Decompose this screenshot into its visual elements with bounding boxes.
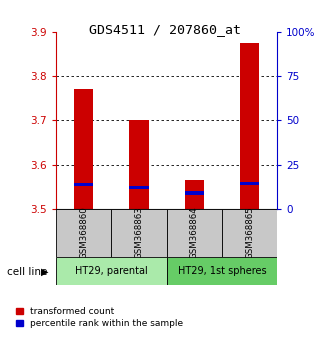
Bar bbox=[167, 209, 222, 257]
Bar bbox=[74, 183, 93, 186]
Bar bbox=[56, 209, 112, 257]
Bar bbox=[240, 182, 259, 185]
Text: GSM368863: GSM368863 bbox=[135, 206, 144, 259]
Text: GSM368865: GSM368865 bbox=[245, 206, 254, 259]
Bar bbox=[167, 257, 277, 285]
Bar bbox=[240, 43, 259, 209]
Text: ▶: ▶ bbox=[41, 267, 48, 277]
Bar bbox=[184, 191, 204, 195]
Text: HT29, 1st spheres: HT29, 1st spheres bbox=[178, 266, 266, 276]
Bar bbox=[129, 186, 149, 189]
Bar bbox=[129, 120, 149, 209]
Text: GDS4511 / 207860_at: GDS4511 / 207860_at bbox=[89, 23, 241, 36]
Bar bbox=[112, 209, 167, 257]
Bar bbox=[74, 89, 93, 209]
Bar bbox=[184, 180, 204, 209]
Bar bbox=[56, 257, 167, 285]
Legend: transformed count, percentile rank within the sample: transformed count, percentile rank withi… bbox=[14, 306, 185, 330]
Text: HT29, parental: HT29, parental bbox=[75, 266, 148, 276]
Bar bbox=[222, 209, 277, 257]
Text: cell line: cell line bbox=[7, 267, 47, 277]
Text: GSM368860: GSM368860 bbox=[79, 206, 88, 259]
Text: GSM368864: GSM368864 bbox=[190, 206, 199, 259]
